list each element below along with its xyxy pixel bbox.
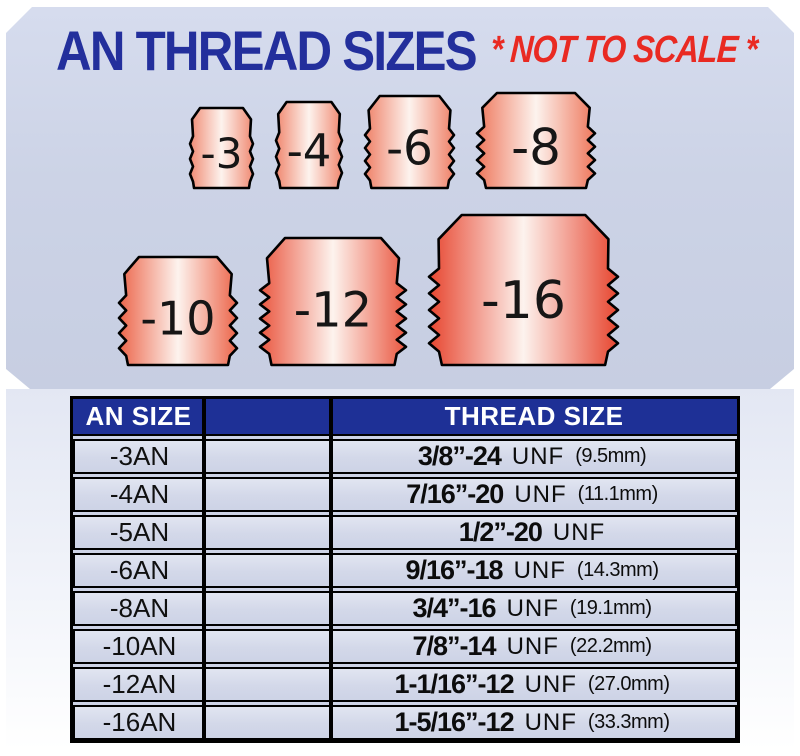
an-size-cell: -3AN: [109, 441, 170, 471]
thread-spec: 1-1/16”-12: [394, 669, 515, 699]
thread-illustration-row-2: -10 -12 -16: [0, 206, 768, 367]
thread-series: UNF: [514, 480, 567, 508]
metric-size: (9.5mm): [575, 445, 647, 467]
fitting-label: -12: [293, 283, 371, 339]
fitting-3-illustration: -3: [188, 106, 254, 190]
table-body: -3AN 3/8”-24 UNF (9.5mm) -4AN 7/16”-20 U…: [73, 439, 737, 740]
table-row: -3AN 3/8”-24 UNF (9.5mm): [73, 439, 737, 474]
thread-spec: 1/2”-20: [458, 517, 543, 547]
an-size-cell: -6AN: [109, 555, 170, 585]
fitting-label: -6: [386, 122, 433, 177]
table-row: -12AN 1-1/16”-12 UNF (27.0mm): [73, 667, 737, 702]
table-row: -8AN 3/4”-16 UNF (19.1mm): [73, 591, 737, 626]
empty-cell: [204, 631, 329, 662]
table-row: -4AN 7/16”-20 UNF (11.1mm): [73, 477, 737, 512]
thread-series: UNF: [506, 632, 559, 660]
thread-series: UNF: [513, 556, 566, 584]
table-header-row: AN SIZE THREAD SIZE: [73, 399, 737, 436]
fitting-body: [117, 255, 238, 367]
fitting-label: -4: [286, 125, 331, 178]
empty-cell: [204, 479, 329, 510]
fitting-16-illustration: -16: [427, 213, 619, 367]
thread-series: UNF: [552, 518, 606, 546]
thread-size-cell: 7/16”-20 UNF (11.1mm): [329, 479, 735, 510]
an-size-cell: -10AN: [102, 631, 177, 661]
metric-size: (19.1mm): [569, 597, 652, 619]
metric-size: (27.0mm): [587, 673, 670, 695]
table-row: -5AN 1/2”-20 UNF: [73, 515, 737, 550]
empty-cell: [204, 707, 329, 738]
thread-size-cell: 3/8”-24 UNF (9.5mm): [329, 441, 735, 472]
an-size-table: AN SIZE THREAD SIZE -3AN 3/8”-24 UNF (9.…: [70, 396, 740, 743]
thread-illustration-row-1: -3 -4 -6 -8: [0, 88, 792, 190]
thread-size-cell: 1-5/16”-12 UNF (33.3mm): [329, 707, 735, 738]
thread-size-cell: 9/16”-18 UNF (14.3mm): [329, 555, 735, 586]
fitting-label: -16: [481, 271, 566, 331]
thread-spec: 7/8”-14: [412, 631, 497, 661]
thread-size-cell: 1/2”-20 UNF: [329, 517, 735, 548]
column-divider-2: [329, 399, 333, 740]
empty-cell: [204, 555, 329, 586]
header-an-size: AN SIZE: [85, 401, 192, 431]
metric-size: (11.1mm): [577, 483, 659, 505]
empty-cell: [204, 517, 329, 548]
empty-cell: [204, 593, 329, 624]
fitting-body: [258, 236, 407, 367]
fitting-label: -8: [511, 118, 561, 176]
thread-size-cell: 3/4”-16 UNF (19.1mm): [329, 593, 735, 624]
table-row: -10AN 7/8”-14 UNF (22.2mm): [73, 629, 737, 664]
empty-cell: [204, 669, 329, 700]
an-size-cell: -5AN: [109, 517, 170, 547]
fitting-6-illustration: -6: [363, 94, 455, 190]
thread-spec: 7/16”-20: [406, 479, 504, 509]
fitting-10-illustration: -10: [117, 255, 238, 367]
metric-size: (14.3mm): [576, 559, 659, 581]
column-divider-1: [202, 399, 206, 740]
thread-spec: 1-5/16”-12: [394, 707, 515, 737]
an-size-cell: -16AN: [102, 707, 177, 737]
metric-size: (22.2mm): [569, 635, 652, 657]
table-row: -6AN 9/16”-18 UNF (14.3mm): [73, 553, 737, 588]
not-to-scale-note: * NOT TO SCALE *: [489, 29, 759, 71]
header-thread-size: THREAD SIZE: [444, 401, 624, 431]
thread-size-cell: 1-1/16”-12 UNF (27.0mm): [329, 669, 735, 700]
fitting-4-illustration: -4: [274, 100, 343, 190]
fitting-body: [363, 94, 455, 190]
fitting-8-illustration: -8: [475, 91, 596, 190]
thread-spec: 9/16”-18: [405, 555, 504, 585]
an-size-cell: -8AN: [109, 593, 170, 623]
fitting-body: [427, 213, 619, 367]
thread-series: UNF: [511, 442, 565, 470]
thread-size-cell: 7/8”-14 UNF (22.2mm): [329, 631, 735, 662]
thread-series: UNF: [524, 670, 577, 698]
thread-series: UNF: [524, 708, 577, 736]
table-row: -16AN 1-5/16”-12 UNF (33.3mm): [73, 705, 737, 740]
thread-spec: 3/8”-24: [417, 441, 502, 471]
an-size-cell: -4AN: [109, 479, 170, 509]
fitting-label: -3: [200, 129, 242, 178]
thread-spec: 3/4”-16: [412, 593, 497, 623]
an-size-cell: -12AN: [102, 669, 177, 699]
empty-cell: [204, 441, 329, 472]
page-title: AN THREAD SIZES: [56, 19, 478, 82]
fitting-body: [188, 106, 254, 190]
fitting-body: [475, 91, 596, 190]
thread-series: UNF: [506, 594, 559, 622]
metric-size: (33.3mm): [587, 711, 670, 733]
fitting-body: [274, 100, 343, 190]
fitting-label: -10: [140, 291, 215, 345]
fitting-12-illustration: -12: [258, 236, 407, 367]
